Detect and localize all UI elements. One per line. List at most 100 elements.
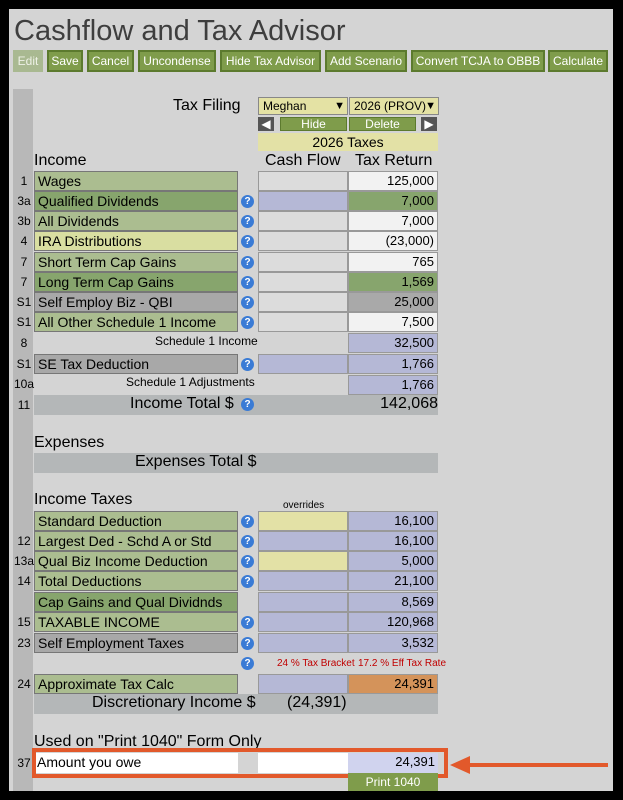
arrow-right-icon[interactable]: ▶ <box>421 117 437 131</box>
line-number: S1 <box>16 315 32 329</box>
long-term-cap-gains-label[interactable]: Long Term Cap Gains <box>34 272 238 292</box>
calculate-button[interactable]: Calculate <box>548 50 608 72</box>
approximate-tax-calc-label[interactable]: Approximate Tax Calc <box>34 674 238 694</box>
help-icon[interactable]: ? <box>241 398 254 411</box>
hide-scenario-button[interactable]: Hide <box>280 117 347 131</box>
add-scenario-button[interactable]: Add Scenario <box>325 50 407 72</box>
all-dividends-label[interactable]: All Dividends <box>34 211 238 231</box>
help-icon[interactable]: ? <box>241 657 254 670</box>
wages-tax-return[interactable]: 125,000 <box>348 171 438 191</box>
all-other-schedule-1-income-label[interactable]: All Other Schedule 1 Income <box>34 312 238 332</box>
short-term-cap-gains-label[interactable]: Short Term Cap Gains <box>34 252 238 272</box>
all-other-schedule-1-income-tax-return[interactable]: 7,500 <box>348 312 438 332</box>
help-icon[interactable]: ? <box>241 637 254 650</box>
income-header: Income <box>34 152 87 169</box>
largest-deduction-label[interactable]: Largest Ded - Schd A or Std <box>34 531 238 551</box>
tax-bracket-label: 24 % Tax Bracket <box>277 658 355 669</box>
help-icon[interactable]: ? <box>241 358 254 371</box>
year-select-value: 2026 (PROV) <box>354 99 427 113</box>
help-icon[interactable]: ? <box>241 535 254 548</box>
total-deductions-override[interactable] <box>258 571 348 591</box>
wages-label[interactable]: Wages <box>34 171 238 191</box>
uncondense-button[interactable]: Uncondense <box>138 50 216 72</box>
long-term-cap-gains-tax-return[interactable]: 1,569 <box>348 272 438 292</box>
delete-scenario-button[interactable]: Delete <box>349 117 416 131</box>
help-icon[interactable]: ? <box>241 215 254 228</box>
self-employ-biz-qbi-cash-flow[interactable] <box>258 292 348 312</box>
highlight-callout-box <box>32 748 448 778</box>
line-number: 4 <box>20 234 28 248</box>
year-select[interactable]: 2026 (PROV) ▼ <box>349 97 439 115</box>
cap-gains-qual-dividends-label[interactable]: Cap Gains and Qual Dividnds <box>34 592 238 612</box>
person-select[interactable]: Meghan ▼ <box>258 97 348 115</box>
arrow-left-icon[interactable]: ◀ <box>258 117 274 131</box>
line-number: 7 <box>20 255 28 269</box>
se-tax-deduction-tax-return[interactable]: 1,766 <box>348 354 438 374</box>
all-other-schedule-1-income-cash-flow[interactable] <box>258 312 348 332</box>
qual-biz-income-deduction-override[interactable] <box>258 551 348 571</box>
chevron-down-icon: ▼ <box>334 100 345 112</box>
help-icon[interactable]: ? <box>241 316 254 329</box>
tax-filing-label: Tax Filing <box>173 97 241 114</box>
short-term-cap-gains-cash-flow[interactable] <box>258 252 348 272</box>
qualified-dividends-label[interactable]: Qualified Dividends <box>34 191 238 211</box>
print-1040-button[interactable]: Print 1040 <box>348 773 438 791</box>
qualified-dividends-tax-return[interactable]: 7,000 <box>348 191 438 211</box>
self-employment-taxes-value: 3,532 <box>348 633 438 653</box>
edit-button[interactable]: Edit <box>13 50 43 72</box>
long-term-cap-gains-cash-flow[interactable] <box>258 272 348 292</box>
approximate-tax-calc-cash-flow[interactable] <box>258 674 348 694</box>
amount-you-owe-label: Amount you owe <box>34 753 238 773</box>
standard-deduction-override[interactable] <box>258 511 348 531</box>
taxable-income-label[interactable]: TAXABLE INCOME <box>34 612 238 632</box>
ira-distributions-tax-return[interactable]: (23,000) <box>348 231 438 251</box>
standard-deduction-label[interactable]: Standard Deduction <box>34 511 238 531</box>
help-icon[interactable]: ? <box>241 616 254 629</box>
largest-deduction-value: 16,100 <box>348 531 438 551</box>
ira-distributions-cash-flow[interactable] <box>258 231 348 251</box>
discretionary-income-row <box>34 694 438 714</box>
line-number: 15 <box>17 615 31 629</box>
self-employ-biz-qbi-label[interactable]: Self Employ Biz - QBI <box>34 292 238 312</box>
se-tax-deduction-label[interactable]: SE Tax Deduction <box>34 354 238 374</box>
qual-biz-income-deduction-label[interactable]: Qual Biz Income Deduction <box>34 551 238 571</box>
arrow-left-icon <box>450 756 608 774</box>
income-total-row <box>34 395 438 415</box>
hide-tax-advisor-button[interactable]: Hide Tax Advisor <box>220 50 321 72</box>
self-employ-biz-qbi-tax-return[interactable]: 25,000 <box>348 292 438 312</box>
help-icon[interactable]: ? <box>241 235 254 248</box>
self-employment-taxes-override[interactable] <box>258 633 348 653</box>
ira-distributions-label[interactable]: IRA Distributions <box>34 231 238 251</box>
convert-tcja-to-obbb-button[interactable]: Convert TCJA to OBBB <box>411 50 545 72</box>
help-icon[interactable]: ? <box>241 256 254 269</box>
all-dividends-tax-return[interactable]: 7,000 <box>348 211 438 231</box>
income-total-label: Income Total $ <box>130 395 234 412</box>
se-tax-deduction-cash-flow[interactable] <box>258 354 348 374</box>
help-icon[interactable]: ? <box>241 515 254 528</box>
largest-deduction-override[interactable] <box>258 531 348 551</box>
all-dividends-cash-flow[interactable] <box>258 211 348 231</box>
amount-you-owe-cash-flow <box>258 753 348 773</box>
help-icon[interactable]: ? <box>241 555 254 568</box>
schedule-1-income-label: Schedule 1 Income <box>155 334 258 348</box>
person-select-value: Meghan <box>263 99 307 113</box>
self-employment-taxes-label[interactable]: Self Employment Taxes <box>34 633 238 653</box>
line-number: 11 <box>17 398 31 412</box>
qualified-dividends-cash-flow[interactable] <box>258 191 348 211</box>
schedule-1-adjustments-value: 1,766 <box>348 375 438 395</box>
short-term-cap-gains-tax-return[interactable]: 765 <box>348 252 438 272</box>
save-button[interactable]: Save <box>47 50 83 72</box>
line-number: 7 <box>20 275 28 289</box>
total-deductions-label[interactable]: Total Deductions <box>34 571 238 591</box>
approximate-tax-calc-value: 24,391 <box>348 674 438 694</box>
cap-gains-qual-dividends-value: 8,569 <box>348 592 438 612</box>
help-icon[interactable]: ? <box>241 276 254 289</box>
cap-gains-qual-dividends-override[interactable] <box>258 592 348 612</box>
help-icon[interactable]: ? <box>241 575 254 588</box>
cancel-button[interactable]: Cancel <box>87 50 134 72</box>
help-icon[interactable]: ? <box>241 296 254 309</box>
wages-cash-flow[interactable] <box>258 171 348 191</box>
line-number: 8 <box>20 336 28 350</box>
taxable-income-override[interactable] <box>258 612 348 632</box>
help-icon[interactable]: ? <box>241 195 254 208</box>
